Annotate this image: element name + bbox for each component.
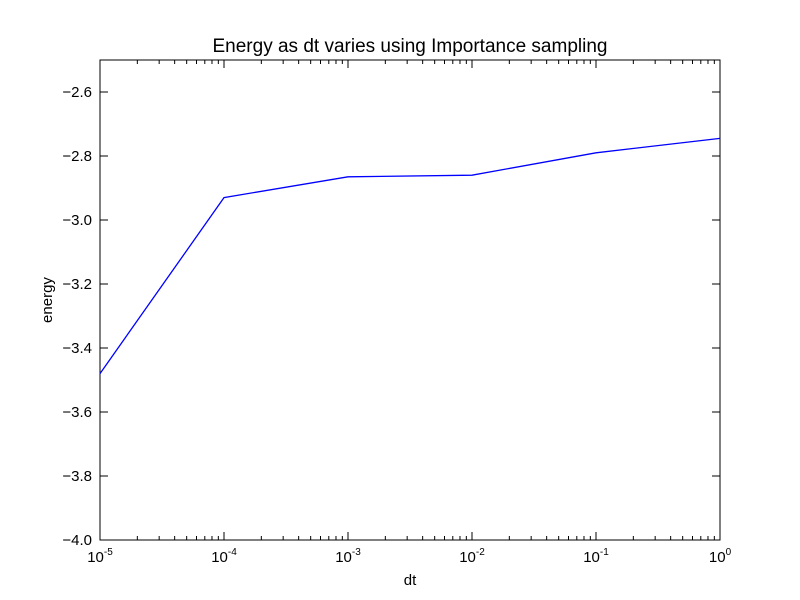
energy-series-line (99, 137, 721, 374)
x-tick-label: 10-4 (211, 547, 237, 566)
y-tick-label: −3.4 (62, 340, 92, 357)
plot-area-frame (99, 59, 721, 541)
x-tick-exponent: -2 (476, 547, 485, 558)
x-tick-base: 10 (211, 549, 228, 566)
y-axis-label: energy (39, 277, 56, 323)
y-tick-label: −3.2 (62, 276, 92, 293)
y-tick-label: −2.8 (62, 148, 92, 165)
chart-title: Energy as dt varies using Importance sam… (213, 36, 608, 57)
x-axis-label: dt (404, 572, 417, 589)
y-tick-label: −3.8 (62, 468, 92, 485)
x-tick-base: 10 (459, 549, 476, 566)
x-tick-label: 10-1 (583, 547, 609, 566)
x-tick-exponent: -3 (352, 547, 361, 558)
x-tick-base: 10 (709, 549, 726, 566)
y-tick-label: −4.0 (62, 532, 92, 549)
x-tick-base: 10 (87, 549, 104, 566)
x-tick-label: 100 (709, 547, 732, 566)
x-tick-exponent: 0 (726, 547, 732, 558)
y-tick-label: −3.6 (62, 404, 92, 421)
x-tick-base: 10 (583, 549, 600, 566)
x-tick-exponent: -4 (228, 547, 237, 558)
y-tick-label: −2.6 (62, 84, 92, 101)
axis-ticks (99, 60, 721, 541)
y-tick-label: −3.0 (62, 212, 92, 229)
x-tick-base: 10 (335, 549, 352, 566)
x-tick-label: 10-5 (87, 547, 113, 566)
x-tick-label: 10-2 (459, 547, 485, 566)
x-tick-exponent: -1 (600, 547, 609, 558)
x-tick-label: 10-3 (335, 547, 361, 566)
x-tick-exponent: -5 (104, 547, 113, 558)
series-layer (99, 137, 721, 374)
tick-labels: −2.6−2.8−3.0−3.2−3.4−3.6−3.8−4.010-5 10-4… (62, 84, 731, 566)
